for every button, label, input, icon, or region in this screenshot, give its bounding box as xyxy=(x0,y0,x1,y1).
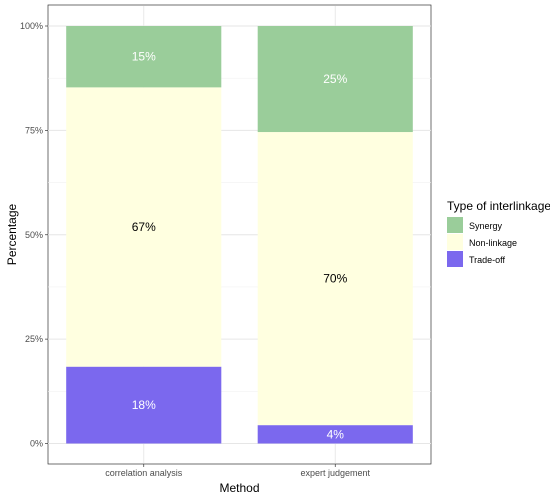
bar-synergy xyxy=(257,26,413,133)
bar-synergy xyxy=(66,26,222,88)
legend-key-trade-off xyxy=(447,251,463,267)
y-tick-label: 100% xyxy=(20,21,43,31)
x-axis: correlation analysis expert judgement xyxy=(105,464,371,478)
y-axis-title: Percentage xyxy=(5,203,19,265)
y-tick-label: 0% xyxy=(30,439,43,449)
bars xyxy=(66,26,413,444)
legend: Type of interlinkage Synergy Non-linkage T… xyxy=(447,199,550,267)
y-tick-label: 75% xyxy=(25,125,43,135)
legend-label-trade-off: Trade-off xyxy=(469,255,506,265)
y-axis: 0% 25% 50% 75% 100% xyxy=(20,21,48,449)
bar-label-non-linkage: 67% xyxy=(132,220,156,234)
bar-label-synergy: 15% xyxy=(132,50,156,64)
y-tick-label: 50% xyxy=(25,230,43,240)
x-tick-label: expert judgement xyxy=(300,468,370,478)
x-axis-title: Method xyxy=(219,481,259,495)
y-tick-label: 25% xyxy=(25,334,43,344)
legend-key-synergy xyxy=(447,217,463,233)
x-tick-label: correlation analysis xyxy=(105,468,183,478)
bar-label-non-linkage: 70% xyxy=(323,272,347,286)
bar-non-linkage xyxy=(66,87,222,367)
legend-label-synergy: Synergy xyxy=(469,221,503,231)
bar-label-trade-off: 18% xyxy=(132,398,156,412)
legend-label-non-linkage: Non-linkage xyxy=(469,238,517,248)
bar-trade-off xyxy=(66,366,222,444)
bar-non-linkage xyxy=(257,132,413,426)
bar-labels: 18% 67% 15% 4% 70% 25% xyxy=(132,50,348,442)
legend-key-non-linkage xyxy=(447,234,463,250)
bar-label-trade-off: 4% xyxy=(327,427,345,441)
bar-label-synergy: 25% xyxy=(323,72,347,86)
bar-trade-off xyxy=(257,425,413,444)
legend-title: Type of interlinkage xyxy=(447,199,550,213)
